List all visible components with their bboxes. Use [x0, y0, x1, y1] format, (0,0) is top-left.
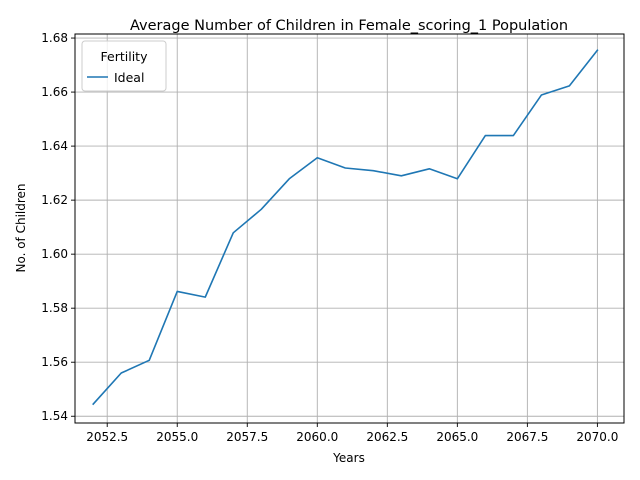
- legend-label-ideal: Ideal: [114, 70, 144, 85]
- grid-lines: [75, 34, 624, 423]
- series-lines: [92, 49, 599, 406]
- x-axis-label: Years: [332, 451, 365, 465]
- x-tick-label: 2052.5: [86, 430, 128, 444]
- y-tick-label: 1.60: [41, 247, 68, 261]
- y-tick-label: 1.64: [41, 139, 68, 153]
- plot-frame: [74, 33, 625, 424]
- x-tick-label: 2062.5: [366, 430, 408, 444]
- legend-title: Fertility: [101, 49, 149, 64]
- y-tick-label: 1.56: [41, 355, 68, 369]
- y-tick-label: 1.58: [41, 301, 68, 315]
- x-tick-label: 2070.0: [576, 430, 618, 444]
- axis-ticks: 2052.5 2055.0 2057.5 2060.0 2062.5 2065.0 2067…: [41, 31, 618, 444]
- y-tick-label: 1.62: [41, 193, 68, 207]
- chart-title: Average Number of Children in Female_sco…: [130, 18, 568, 34]
- legend-box: [81, 40, 167, 92]
- series-line-ideal: [92, 49, 599, 406]
- x-tick-label: 2060.0: [296, 430, 338, 444]
- y-tick-label: 1.54: [41, 409, 68, 423]
- legend: Fertility Ideal: [81, 40, 167, 92]
- y-tick-label: 1.66: [41, 85, 68, 99]
- y-tick-label: 1.68: [41, 31, 68, 45]
- x-tick-label: 2057.5: [226, 430, 268, 444]
- x-tick-label: 2067.5: [506, 430, 548, 444]
- y-axis-label: No. of Children: [14, 183, 28, 272]
- x-tick-label: 2055.0: [156, 430, 198, 444]
- x-tick-label: 2065.0: [436, 430, 478, 444]
